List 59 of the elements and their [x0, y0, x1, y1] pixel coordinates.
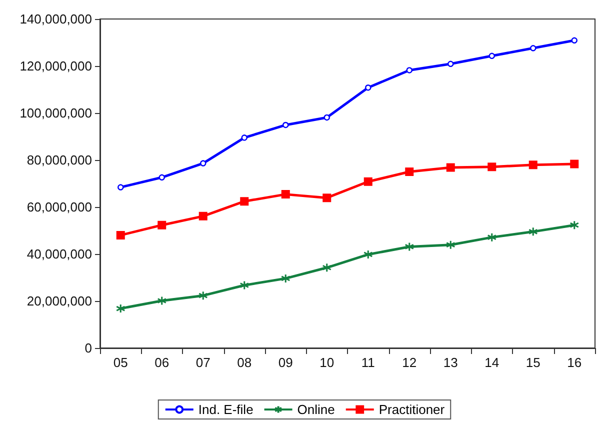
x-tick-label: 15	[526, 355, 540, 370]
x-tick-label: 12	[402, 355, 417, 370]
point	[405, 168, 414, 176]
point	[446, 240, 456, 250]
x-tick-label: 16	[567, 355, 582, 370]
point	[530, 45, 536, 52]
point	[158, 220, 166, 230]
y-tick-label: 60,000,000	[26, 200, 92, 214]
point	[324, 114, 330, 121]
point	[570, 220, 580, 230]
point	[200, 160, 206, 166]
point	[240, 197, 249, 206]
point	[281, 190, 290, 199]
x-tick-label: 11	[361, 355, 375, 370]
x-tick-label: 10	[320, 355, 334, 370]
point	[570, 160, 579, 168]
x-tick-label: 08	[237, 355, 252, 370]
x-tick-label: 13	[443, 355, 458, 370]
y-tick-label: 80,000,000	[26, 152, 92, 168]
point	[116, 230, 125, 240]
point	[240, 280, 250, 290]
point	[364, 177, 372, 186]
point	[198, 290, 208, 300]
y-tick-label: 120,000,000	[20, 58, 92, 74]
point	[282, 122, 289, 128]
point	[241, 134, 248, 141]
x-tick-label: 14	[484, 355, 500, 370]
x-tick-label: 07	[196, 355, 210, 370]
point	[280, 274, 290, 284]
point	[488, 162, 496, 172]
x-tick-label: 09	[278, 355, 293, 370]
point	[446, 163, 455, 172]
point	[158, 174, 165, 180]
y-tick-label: 40,000,000	[26, 246, 92, 262]
y-tick-label: 20,000,000	[26, 294, 92, 308]
point	[528, 160, 538, 170]
point	[528, 226, 538, 236]
x-tick-label: 06	[154, 355, 170, 370]
point	[363, 250, 373, 260]
point	[198, 212, 208, 220]
legend-label: Ind. E-file	[198, 402, 254, 417]
legend-label: Online	[297, 402, 335, 417]
point	[571, 37, 578, 44]
point	[487, 232, 497, 242]
point	[448, 60, 454, 67]
point	[118, 184, 124, 190]
y-tick-label: 100,000,000	[20, 106, 92, 120]
point	[406, 67, 412, 74]
point	[157, 296, 167, 306]
x-tick-label: 05	[113, 355, 128, 370]
point	[488, 52, 495, 59]
point	[404, 242, 414, 252]
point	[365, 84, 372, 91]
y-tick-label: 0	[84, 340, 92, 356]
point	[116, 304, 126, 314]
y-tick-label: 140,000,000	[20, 12, 92, 26]
legend-label: Practitioner	[378, 402, 446, 417]
point	[322, 194, 332, 202]
point	[322, 262, 332, 272]
